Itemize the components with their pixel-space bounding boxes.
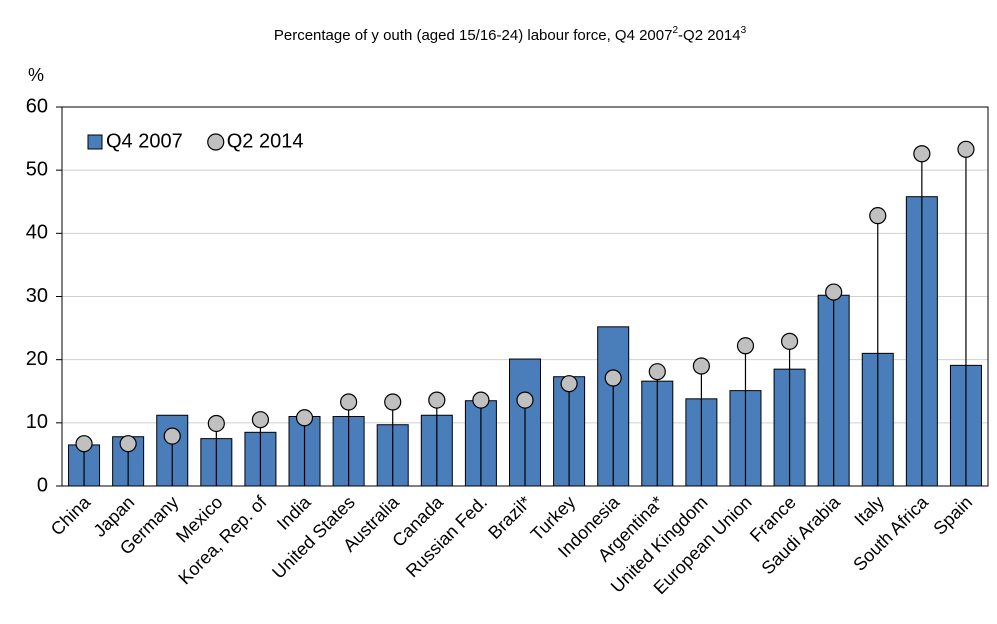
dot	[648, 363, 666, 381]
x-tick-label: Italy	[850, 492, 887, 529]
title-text: -Q2 2014	[678, 27, 741, 44]
legend-label: Q4 2007	[106, 130, 183, 152]
dot	[295, 409, 314, 427]
legend-swatch	[207, 133, 225, 151]
y-tick-label: 20	[26, 348, 48, 370]
y-tick-label: 0	[37, 474, 48, 496]
dot	[825, 283, 843, 301]
dot	[560, 375, 578, 393]
y-tick-label: 40	[26, 222, 48, 244]
dot	[604, 369, 622, 387]
y-axis-label: %	[28, 65, 44, 85]
dot	[516, 391, 534, 409]
dot	[472, 391, 490, 409]
legend-label: Q2 2014	[227, 130, 304, 152]
y-tick-label: 30	[26, 285, 48, 307]
dot	[428, 391, 446, 409]
title-text: Percentage of y outh (aged 15/16-24) lab…	[274, 27, 673, 44]
title-superscript: 2	[672, 25, 678, 36]
dot	[692, 357, 710, 375]
dot	[119, 435, 137, 453]
dot	[913, 145, 931, 163]
chart-title: Percentage of y outh (aged 15/16-24) lab…	[274, 25, 747, 44]
dot	[384, 393, 402, 411]
x-tick-label: China	[47, 491, 95, 539]
dot	[163, 427, 181, 445]
dot	[251, 411, 270, 429]
y-tick-label: 10	[26, 411, 48, 433]
legend-swatch	[87, 134, 103, 150]
y-tick-label: 60	[26, 95, 48, 117]
dot	[736, 337, 755, 355]
dot	[207, 414, 225, 433]
title-superscript: 3	[741, 25, 747, 36]
dot	[340, 393, 358, 411]
dot	[957, 140, 975, 158]
dot	[780, 332, 799, 350]
x-tick-label: Brazil*	[484, 492, 535, 543]
x-tick-label: Spain	[929, 492, 976, 539]
dot	[869, 207, 887, 225]
dot	[75, 435, 93, 453]
y-tick-label: 50	[26, 158, 48, 180]
